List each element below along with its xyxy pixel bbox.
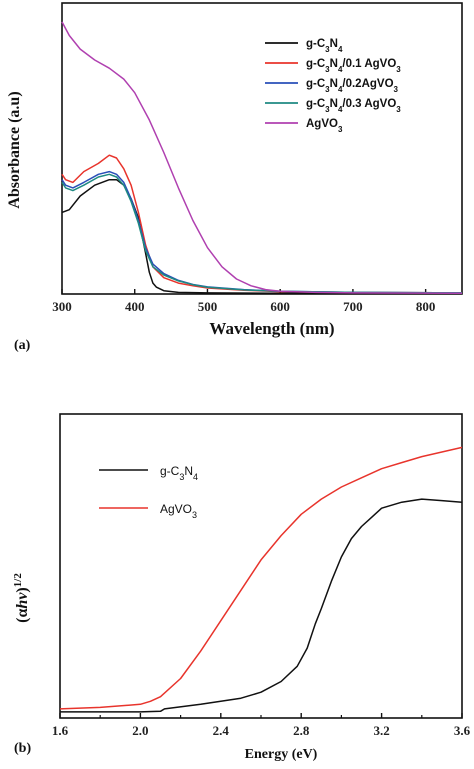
panel-a-legend-label-2: g-C3N4/0.2AgVO3 (306, 78, 399, 94)
panel-a-legend-label-0: g-C3N4 (306, 38, 343, 54)
panel-a-series-line-1 (61, 154, 463, 294)
panel-a-series-line-4 (61, 21, 463, 294)
panel-a-x-axis-title: Wavelength (nm) (209, 319, 334, 338)
panel-a-x-tick-label: 300 (52, 299, 72, 314)
panel-a-x-tick-label: 600 (270, 299, 290, 314)
panel-a-series-line-0 (61, 178, 462, 294)
panel-a-legend-label-4: AgVO3 (306, 118, 343, 134)
panel-b-legend-label-1: AgVO3 (160, 502, 197, 520)
panel-b-x-axis-title: Energy (eV) (245, 747, 318, 762)
panel-a-x-tick-label: 800 (416, 299, 436, 314)
panel-b-plot-frame (59, 413, 463, 719)
panel-a-plot-frame (61, 2, 463, 295)
panel-b-panel-label: (b) (14, 741, 31, 756)
panel-b-y-axis-title: (αhv)1/2 (12, 573, 31, 623)
panel-b-series-line-1 (59, 446, 463, 710)
panel-b-series-line-0 (60, 498, 463, 713)
panel-a-x-tick-label: 500 (198, 299, 218, 314)
panel-b-x-tick-label: 1.6 (52, 723, 69, 738)
panel-b-x-tick-label: 2.8 (293, 723, 310, 738)
panel-b-x-tick-label: 2.0 (132, 723, 148, 738)
panel-b-x-tick-label: 3.6 (454, 723, 471, 738)
panel-a-legend-label-1: g-C3N4/0.1 AgVO3 (306, 58, 401, 74)
panel-a-x-tick-label: 700 (343, 299, 363, 314)
panel-b-chart: 1.6 2.0 2.4 2.8 3.2 3.6 Energy (eV) (b) (αhv)1/2… (12, 413, 471, 762)
panel-a-panel-label: (a) (14, 338, 31, 353)
panel-b-x-tick-label: 3.2 (373, 723, 389, 738)
panel-a-x-tick-label: 400 (125, 299, 145, 314)
panel-a-y-axis-title: Absorbance (a.u) (6, 91, 23, 208)
panel-b-x-tick-label: 2.4 (213, 723, 230, 738)
panel-b-legend-label-0: g-C3N4 (160, 464, 198, 482)
panel-a-series-line-3 (61, 173, 463, 294)
panel-a-chart: 300 400 500 600 700 800 Wavelength (nm) (a) Abso… (6, 2, 463, 353)
panel-a-series-line-2 (61, 170, 463, 294)
panel-a-legend-label-3: g-C3N4/0.3 AgVO3 (306, 98, 401, 114)
